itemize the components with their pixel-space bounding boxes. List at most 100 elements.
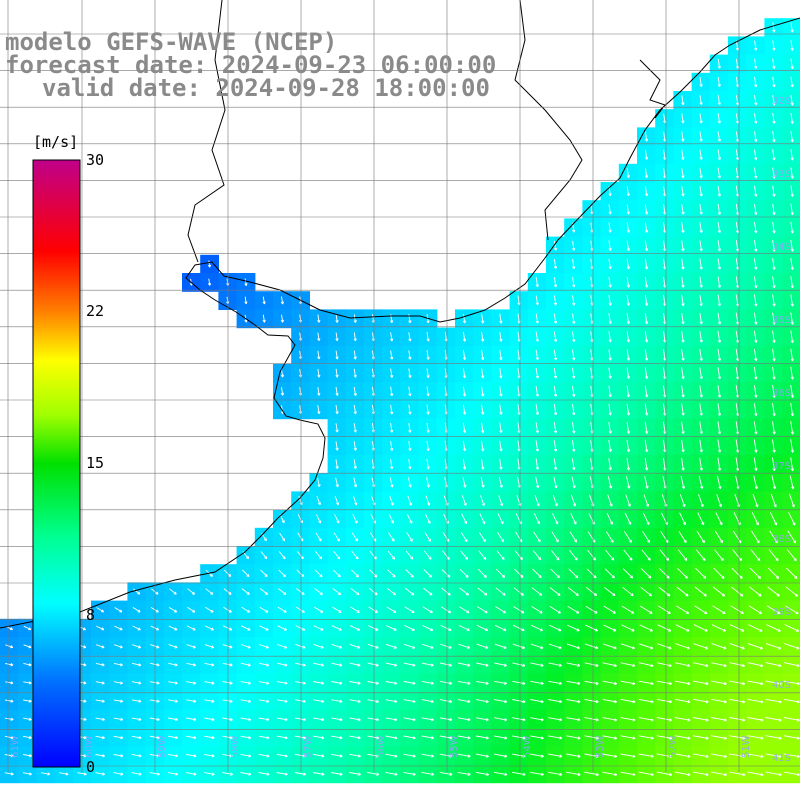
wind-arrow: [204, 662, 215, 667]
wind-arrow: [699, 294, 703, 307]
wind-arrow: [95, 699, 105, 703]
wind-arrow: [385, 735, 398, 740]
wind-arrow: [314, 569, 323, 578]
wind-arrow: [790, 403, 795, 417]
wind-arrow: [512, 662, 526, 667]
wind-arrow: [186, 681, 197, 685]
wind-arrow: [643, 494, 650, 507]
wind-arrow: [335, 441, 339, 451]
wind-arrow: [335, 386, 339, 396]
wind-arrow: [5, 644, 14, 649]
wind-arrow: [512, 753, 526, 758]
wind-arrow: [790, 421, 795, 435]
wind-arrow: [752, 493, 759, 508]
wind-arrow: [204, 644, 215, 649]
wind-arrow: [367, 662, 379, 667]
wind-arrow: [168, 717, 178, 722]
wind-arrow: [698, 475, 704, 489]
wind-arrow: [535, 331, 539, 342]
wind-arrow: [770, 493, 777, 508]
wind-arrow: [765, 753, 782, 759]
wind-arrow: [350, 569, 359, 578]
wind-arrow: [657, 605, 671, 614]
wind-arrow: [532, 550, 542, 561]
wind-arrow: [644, 403, 649, 416]
wind-arrow: [312, 772, 325, 776]
wind-arrow: [754, 149, 758, 161]
wind-arrow: [4, 754, 14, 758]
wind-arrow: [204, 681, 215, 685]
wind-arrow: [535, 367, 540, 379]
wind-arrow: [735, 131, 740, 142]
wind-arrow: [644, 367, 649, 379]
wind-arrow: [765, 662, 782, 668]
wind-arrow: [423, 587, 433, 596]
wind-arrow: [693, 680, 709, 686]
wind-arrow: [186, 644, 196, 649]
wind-arrow: [735, 40, 740, 51]
wind-arrow: [131, 753, 142, 758]
wind-arrow: [765, 771, 782, 777]
wind-arrow: [244, 278, 248, 286]
wind-arrow: [735, 276, 740, 288]
wind-arrow: [349, 681, 361, 685]
wind-arrow: [113, 735, 124, 740]
wind-arrow: [403, 699, 416, 704]
wind-arrow: [494, 662, 507, 667]
wind-arrow: [585, 624, 598, 632]
wind-arrow: [481, 440, 485, 452]
wind-arrow: [4, 772, 14, 776]
wind-arrow: [426, 404, 430, 415]
wind-arrow: [699, 131, 703, 142]
wind-arrow: [620, 662, 636, 668]
wind-arrow: [535, 349, 540, 361]
wind-arrow: [754, 185, 758, 197]
wind-arrow: [692, 735, 709, 740]
wind-arrow: [499, 331, 503, 342]
wind-arrow: [638, 680, 654, 686]
wind-arrow: [680, 475, 686, 489]
wind-arrow: [349, 753, 361, 758]
wind-arrow: [621, 624, 635, 632]
wind-arrow: [499, 458, 503, 470]
wind-arrow: [406, 513, 413, 524]
wind-arrow: [644, 385, 649, 398]
wind-arrow: [259, 606, 269, 613]
wind-arrow: [425, 495, 431, 506]
wind-arrow: [277, 662, 288, 667]
wind-arrow: [457, 771, 471, 776]
wind-arrow: [790, 384, 794, 398]
wind-arrow: [222, 699, 233, 703]
wind-arrow: [222, 681, 233, 685]
wind-arrow: [692, 771, 709, 777]
wind-arrow: [735, 240, 740, 252]
wind-arrow: [624, 531, 632, 543]
wind-arrow: [260, 569, 268, 578]
wind-arrow: [422, 625, 434, 631]
wind-arrow: [276, 699, 288, 703]
wind-arrow: [390, 350, 394, 360]
wind-arrow: [404, 587, 415, 596]
wind-arrow: [167, 753, 179, 758]
wind-arrow: [570, 513, 577, 525]
wind-arrow: [553, 277, 558, 288]
wind-arrow: [699, 276, 703, 288]
wind-arrow: [350, 606, 360, 613]
wind-arrow: [512, 735, 526, 740]
wind-arrow: [389, 477, 394, 488]
wind-arrow: [222, 753, 233, 758]
wind-arrow: [258, 753, 270, 758]
wind-arrow: [550, 550, 560, 561]
wind-arrow: [790, 76, 794, 88]
wind-arrow: [571, 458, 576, 471]
wind-arrow: [458, 643, 471, 649]
wind-arrow: [644, 276, 649, 288]
wind-arrow: [766, 624, 781, 632]
wind-arrow: [749, 586, 762, 597]
wind-arrow: [735, 222, 740, 234]
wind-arrow: [717, 95, 721, 106]
wind-arrow: [681, 222, 685, 233]
wind-arrow: [535, 386, 540, 397]
wind-arrow: [567, 587, 579, 596]
wind-arrow: [369, 569, 378, 578]
